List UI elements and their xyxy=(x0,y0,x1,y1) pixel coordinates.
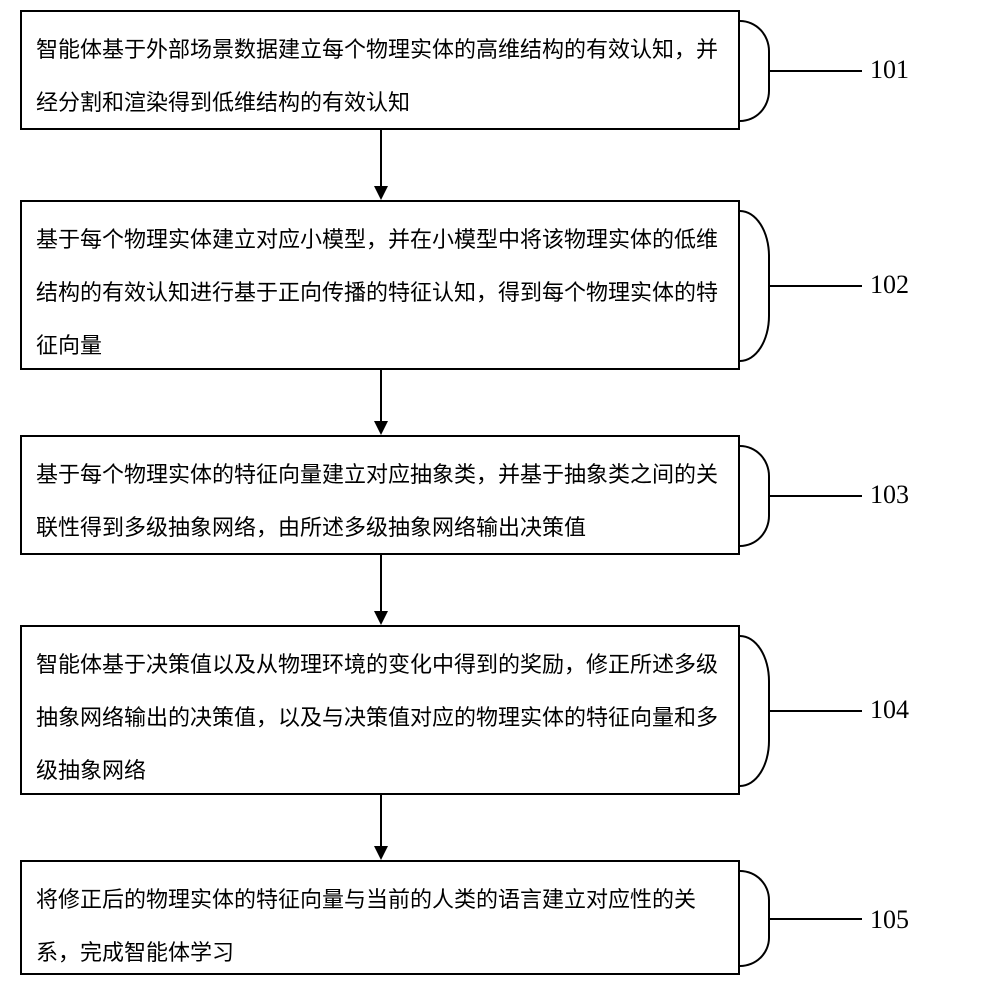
arrow-line-2 xyxy=(380,370,382,421)
flow-step-3: 基于每个物理实体的特征向量建立对应抽象类，并基于抽象类之间的关联性得到多级抽象网… xyxy=(20,435,740,555)
bracket-bot-1 xyxy=(740,70,770,122)
bracket-bot-4 xyxy=(740,710,770,787)
step-label-104: 104 xyxy=(870,695,909,725)
bracket-stem-3 xyxy=(768,495,862,497)
flow-step-5: 将修正后的物理实体的特征向量与当前的人类的语言建立对应性的关系，完成智能体学习 xyxy=(20,860,740,975)
arrow-head-2 xyxy=(374,421,388,435)
bracket-bot-3 xyxy=(740,495,770,547)
arrow-head-4 xyxy=(374,846,388,860)
flow-step-1: 智能体基于外部场景数据建立每个物理实体的高维结构的有效认知，并经分割和渲染得到低… xyxy=(20,10,740,130)
step-label-103: 103 xyxy=(870,480,909,510)
flowchart-canvas: 智能体基于外部场景数据建立每个物理实体的高维结构的有效认知，并经分割和渲染得到低… xyxy=(0,0,1000,983)
bracket-top-3 xyxy=(740,445,770,497)
bracket-stem-2 xyxy=(768,285,862,287)
bracket-bot-5 xyxy=(740,918,770,967)
flow-step-2: 基于每个物理实体建立对应小模型，并在小模型中将该物理实体的低维结构的有效认知进行… xyxy=(20,200,740,370)
bracket-top-5 xyxy=(740,870,770,920)
arrow-line-3 xyxy=(380,555,382,611)
arrow-head-3 xyxy=(374,611,388,625)
flow-step-4: 智能体基于决策值以及从物理环境的变化中得到的奖励，修正所述多级抽象网络输出的决策… xyxy=(20,625,740,795)
bracket-top-1 xyxy=(740,20,770,72)
step-label-105: 105 xyxy=(870,905,909,935)
bracket-top-2 xyxy=(740,210,770,287)
bracket-bot-2 xyxy=(740,285,770,362)
bracket-stem-4 xyxy=(768,710,862,712)
bracket-stem-5 xyxy=(768,918,862,920)
step-label-102: 102 xyxy=(870,270,909,300)
bracket-top-4 xyxy=(740,635,770,712)
arrow-line-4 xyxy=(380,795,382,846)
step-label-101: 101 xyxy=(870,55,909,85)
bracket-stem-1 xyxy=(768,70,862,72)
arrow-line-1 xyxy=(380,130,382,186)
arrow-head-1 xyxy=(374,186,388,200)
